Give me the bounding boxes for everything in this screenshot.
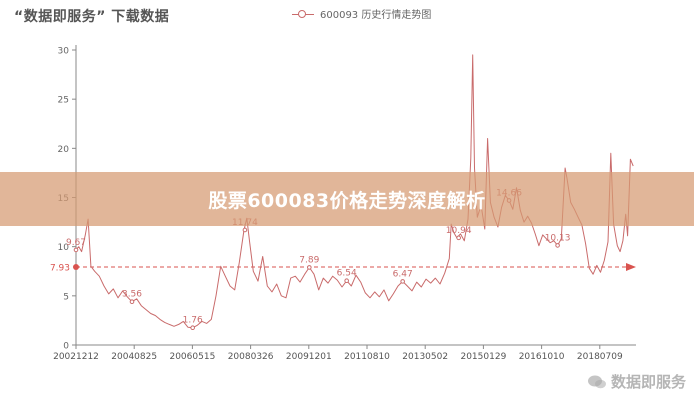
x-tick-label: 20080326 [228,352,274,362]
title-banner: 股票600083价格走势深度解析 [0,172,694,226]
x-tick-label: 20021212 [53,352,99,362]
reference-arrow [626,263,636,272]
data-point [307,265,312,270]
y-tick-label: 30 [58,47,70,57]
x-tick-label: 20150129 [460,352,506,362]
x-tick-label: 20110810 [344,352,390,362]
data-point [400,279,405,284]
data-label: 7.89 [299,255,319,265]
legend[interactable]: 600093 历史行情走势图 [292,6,431,21]
data-label: 9.67 [66,238,86,248]
data-point [242,227,248,233]
watermark: 数据即服务 [587,371,686,392]
legend-marker-icon [292,8,314,20]
data-label: 10.13 [545,233,571,243]
data-point [555,243,560,248]
y-tick-label: 5 [63,292,69,302]
data-point [190,325,195,330]
data-label: 1.76 [183,316,203,326]
x-tick-label: 20130502 [402,352,448,362]
x-tick-label: 20180709 [577,352,623,362]
wechat-icon [587,375,606,388]
x-tick-label: 20091201 [286,352,332,362]
y-tick-label: 10 [58,243,70,253]
data-point [129,299,135,305]
reference-label: 7.93 [50,264,70,274]
header-title: “数据即服务” 下载数据 [14,9,170,25]
y-tick-label: 25 [58,96,69,106]
x-tick-label: 20161010 [519,352,565,362]
data-label: 3.56 [122,290,142,300]
data-point [344,278,349,283]
x-tick-label: 20060515 [169,352,215,362]
data-point [456,235,461,241]
legend-label: 600093 历史行情走势图 [320,10,432,21]
data-point [73,247,79,253]
data-label: 6.54 [337,269,357,279]
x-tick-label: 20040825 [111,352,157,362]
data-label: 10.94 [446,226,472,236]
reference-point [73,264,79,271]
y-tick-label: 0 [63,342,69,352]
watermark-text: 数据即服务 [610,373,686,391]
data-label: 6.47 [393,269,413,279]
banner-title: 股票600083价格走势深度解析 [208,189,486,212]
y-tick-label: 20 [58,145,70,155]
